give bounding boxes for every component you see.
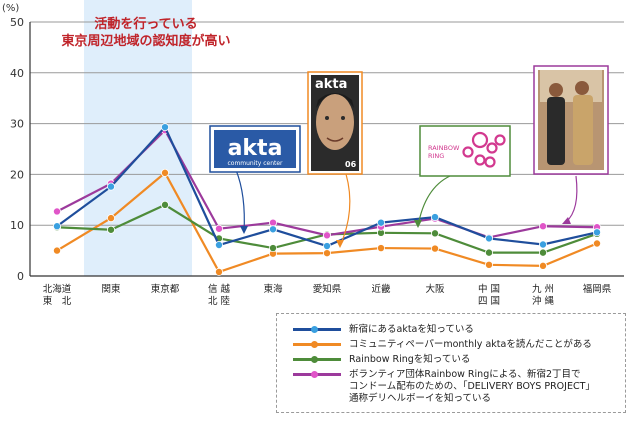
x-tick-label: 近畿 — [371, 283, 391, 295]
callout-leader-akta — [235, 169, 245, 233]
legend: 新宿にあるaktaを知っている コミュニティペーパーmonthly aktaを読… — [276, 313, 626, 413]
y-tick-label: 50 — [10, 16, 24, 29]
delivery-photo-head-right — [575, 81, 589, 95]
data-point-s0 — [160, 123, 169, 132]
data-point-s2 — [430, 229, 439, 238]
delivery-photo-body-right — [573, 95, 593, 165]
photo-title-text: akta — [315, 77, 347, 92]
legend-marker-delivery-boys — [311, 371, 318, 378]
y-tick-label: 10 — [10, 219, 24, 232]
rainbow-ring-logo-circle — [494, 134, 506, 146]
data-point-s3 — [539, 222, 548, 231]
data-point-s2 — [539, 248, 548, 257]
akta-logo-text: akta — [228, 136, 283, 161]
callout-arrow-rainbow-ring — [414, 220, 422, 228]
x-tick-label: 大阪 — [425, 283, 445, 295]
delivery-photo-wall — [540, 70, 602, 102]
photo-mouth — [326, 137, 344, 142]
x-tick-label: 北海道東 北 — [43, 283, 72, 307]
data-point-s0 — [593, 228, 602, 237]
x-tick-label: 信 越北 陸 — [208, 283, 231, 307]
y-tick-label: 40 — [10, 67, 24, 80]
data-point-s1 — [160, 168, 169, 177]
legend-marker-rainbow-ring — [311, 356, 318, 363]
x-tick-label: 愛知県 — [313, 283, 342, 295]
data-point-s2 — [268, 244, 277, 253]
y-tick-label: 20 — [10, 168, 24, 181]
data-point-s1 — [539, 261, 548, 270]
data-point-s3 — [268, 218, 277, 227]
photo-eye-left — [325, 116, 329, 120]
data-point-s3 — [53, 207, 62, 216]
data-point-s2 — [160, 200, 169, 209]
x-tick-label: 東海 — [263, 283, 283, 295]
legend-label-monthly-akta: コミュニティペーパーmonthly aktaを読んだことがある — [349, 339, 592, 350]
data-point-s0 — [214, 241, 223, 250]
akta-logo-subtext: community center — [227, 160, 283, 167]
photo-hair — [316, 93, 354, 108]
data-point-s1 — [214, 267, 223, 276]
data-point-s0 — [268, 225, 277, 234]
data-point-s0 — [430, 213, 439, 222]
akta-logo-panel — [214, 130, 296, 168]
callout-leader-rainbow-ring — [417, 175, 451, 227]
legend-label-rainbow-ring: Rainbow Ringを知っている — [349, 354, 471, 365]
x-tick-label: 福岡県 — [583, 283, 612, 295]
data-point-s1 — [484, 260, 493, 269]
data-point-s3 — [322, 231, 331, 240]
data-point-s0 — [53, 222, 62, 231]
data-point-s3 — [214, 224, 223, 233]
data-point-s0 — [484, 234, 493, 243]
x-tick-label: 九 州沖 縄 — [532, 283, 555, 307]
y-unit-label: (%) — [2, 3, 19, 14]
annotation-text: 活動を行っている東京周辺地域の認知度が高い — [61, 16, 230, 49]
photo-eye-right — [341, 116, 345, 120]
y-tick-label: 0 — [17, 270, 24, 283]
data-point-s0 — [376, 218, 385, 227]
photo-number-text: 06 — [345, 160, 357, 169]
legend-label-akta: 新宿にあるaktaを知っている — [349, 324, 474, 335]
x-tick-label: 中 国四 国 — [478, 283, 500, 307]
data-point-s0 — [322, 242, 331, 251]
callout-leader-delivery-boys — [565, 175, 578, 223]
data-point-s1 — [593, 239, 602, 248]
data-point-s2 — [107, 225, 116, 234]
legend-marker-monthly-akta — [311, 341, 318, 348]
legend-marker-akta — [311, 326, 318, 333]
callout-arrow-photo — [336, 240, 344, 248]
rainbow-ring-logo-circle — [484, 156, 496, 168]
data-point-s1 — [53, 246, 62, 255]
data-point-s0 — [107, 182, 116, 191]
x-tick-label: 東京都 — [151, 283, 180, 295]
rainbow-ring-logo-circle — [462, 146, 474, 158]
callout-arrow-delivery-boys — [562, 217, 571, 224]
rainbow-ring-logo-circle — [486, 142, 498, 154]
delivery-photo-body-left — [547, 97, 565, 165]
data-point-s1 — [107, 214, 116, 223]
legend-label-delivery-boys: ボランティア団体Rainbow Ringによる、新宿2丁目で コンドーム配布のた… — [349, 369, 595, 404]
x-tick-label: 関東 — [101, 283, 121, 295]
delivery-photo-head-left — [549, 83, 563, 97]
callout-leader-photo — [339, 173, 351, 247]
data-point-s2 — [484, 248, 493, 257]
photo-face — [316, 94, 354, 150]
data-point-s1 — [376, 244, 385, 253]
rainbow-ring-logo-circle — [474, 154, 486, 166]
data-point-s1 — [430, 244, 439, 253]
callout-arrow-akta — [240, 226, 248, 234]
data-point-s1 — [322, 249, 331, 258]
rainbow-ring-logo-circle — [471, 131, 489, 149]
y-tick-label: 30 — [10, 118, 24, 131]
data-point-s0 — [539, 240, 548, 249]
rainbow-ring-logo-text: RAINBOW RING — [428, 144, 460, 160]
